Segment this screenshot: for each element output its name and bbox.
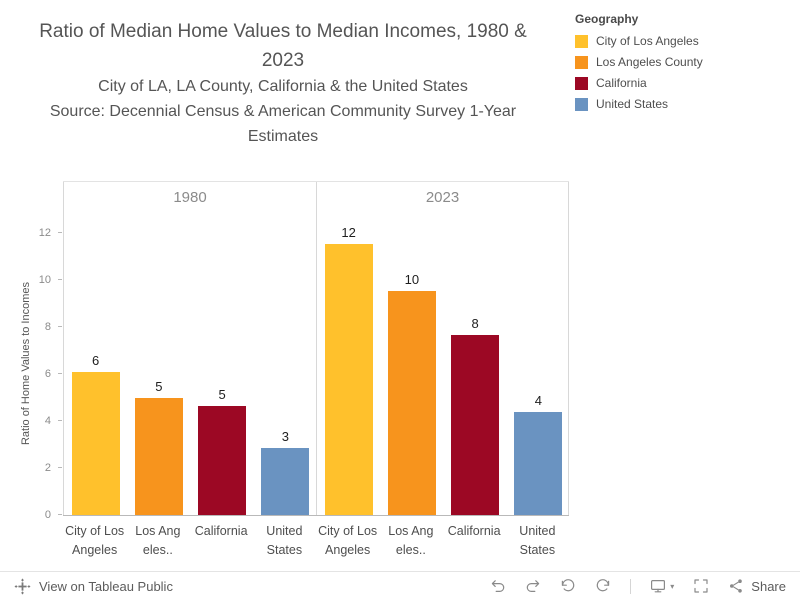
view-on-tableau-label: View on Tableau Public [39, 578, 173, 594]
share-button[interactable]: Share [728, 578, 786, 594]
share-label: Share [751, 578, 786, 594]
panel: 12 10 8 4 [316, 212, 569, 515]
x-axis-label: United States [519, 524, 556, 557]
legend-item-label: City of Los Angeles [596, 34, 699, 48]
fullscreen-icon[interactable] [693, 578, 709, 594]
y-tick-mark [58, 373, 62, 375]
bar[interactable] [134, 397, 183, 515]
undo-icon[interactable] [490, 578, 506, 594]
x-axis-label: Los Ang eles.. [135, 524, 181, 557]
bar-value-label: 4 [534, 392, 542, 408]
legend-swatch [575, 76, 588, 90]
tableau-logo-icon [14, 578, 31, 595]
reset-icon[interactable] [560, 578, 576, 594]
x-axis-label: United States [266, 524, 303, 557]
y-tick-label: 0 [44, 509, 51, 521]
bar[interactable] [387, 290, 436, 515]
refresh-icon[interactable] [595, 578, 611, 594]
y-tick-label: 12 [38, 227, 51, 240]
y-tick-label: 10 [38, 274, 51, 287]
y-tick-mark [58, 279, 62, 281]
view-on-tableau-link[interactable]: View on Tableau Public [14, 578, 173, 595]
x-axis-label: City of Los Angeles [318, 524, 378, 557]
x-axis: City of Los Angeles Los Ang eles.. Californi… [63, 519, 569, 567]
legend-item[interactable]: United States [575, 97, 793, 111]
bar-value-label: 3 [281, 429, 289, 445]
legend: Geography City of Los Angeles Los Angeles… [575, 12, 793, 118]
chart-title: Ratio of Median Home Values to Median In… [39, 21, 527, 71]
legend-item-label: United States [596, 97, 669, 111]
bar-value-label: 10 [404, 271, 420, 287]
y-tick-label: 2 [44, 462, 51, 475]
y-tick-label: 8 [44, 321, 51, 334]
bar[interactable] [451, 335, 500, 515]
y-tick-label: 6 [44, 368, 51, 381]
bar-value-label: 8 [471, 316, 479, 332]
bar[interactable] [514, 411, 563, 515]
toolbar-separator [630, 578, 632, 594]
legend-swatch [575, 34, 588, 48]
chart-subtitle: City of LA, LA County, California & the … [98, 78, 468, 95]
panel-header: 1980 [63, 182, 316, 212]
y-tick-mark [58, 232, 62, 234]
y-tick-mark [58, 420, 62, 422]
bar[interactable] [324, 243, 373, 515]
bar-value-label: 12 [341, 224, 356, 240]
chart-source: Source: Decennial Census & American Comm… [49, 102, 517, 145]
bar[interactable] [71, 371, 120, 515]
plot-area: 6 5 5 3 12 10 8 4 [63, 212, 569, 516]
bar-value-label: 6 [92, 352, 100, 368]
bar-value-label: 5 [218, 386, 226, 402]
legend-item-label: California [596, 76, 647, 90]
legend-item[interactable]: California [575, 76, 793, 90]
y-tick-label: 4 [44, 415, 51, 428]
bottom-toolbar: View on Tableau Public [0, 571, 800, 600]
x-axis-label: Los Ang eles.. [388, 524, 434, 557]
x-axis-label: California [194, 524, 248, 538]
y-tick-mark [58, 467, 62, 469]
legend-title: Geography [575, 12, 639, 26]
y-tick-mark [58, 514, 62, 515]
bar[interactable] [198, 405, 247, 515]
bar[interactable] [261, 448, 310, 515]
x-axis-label: City of Los Angeles [65, 524, 125, 557]
legend-items: City of Los Angeles Los Angeles County Cal… [575, 34, 793, 111]
bar-value-label: 5 [155, 378, 163, 394]
legend-item[interactable]: City of Los Angeles [575, 34, 793, 48]
x-axis-label: California [447, 524, 501, 538]
legend-item-label: Los Angeles County [596, 55, 703, 69]
legend-item[interactable]: Los Angeles County [575, 55, 793, 69]
chart-header: Ratio of Median Home Values to Median In… [28, 18, 538, 149]
redo-icon[interactable] [525, 578, 541, 594]
panel: 6 5 5 3 [63, 212, 316, 515]
y-tick-mark [58, 326, 62, 328]
panel-header: 2023 [316, 182, 569, 212]
device-preview-icon[interactable]: ▾ [650, 578, 674, 594]
legend-swatch [575, 97, 588, 111]
panel-headers: 1980 2023 [63, 181, 569, 212]
y-axis: 0 2 4 6 8 10 12 [0, 212, 63, 521]
legend-swatch [575, 55, 588, 69]
device-preview-caret-icon: ▾ [670, 581, 675, 591]
share-icon [728, 578, 744, 594]
